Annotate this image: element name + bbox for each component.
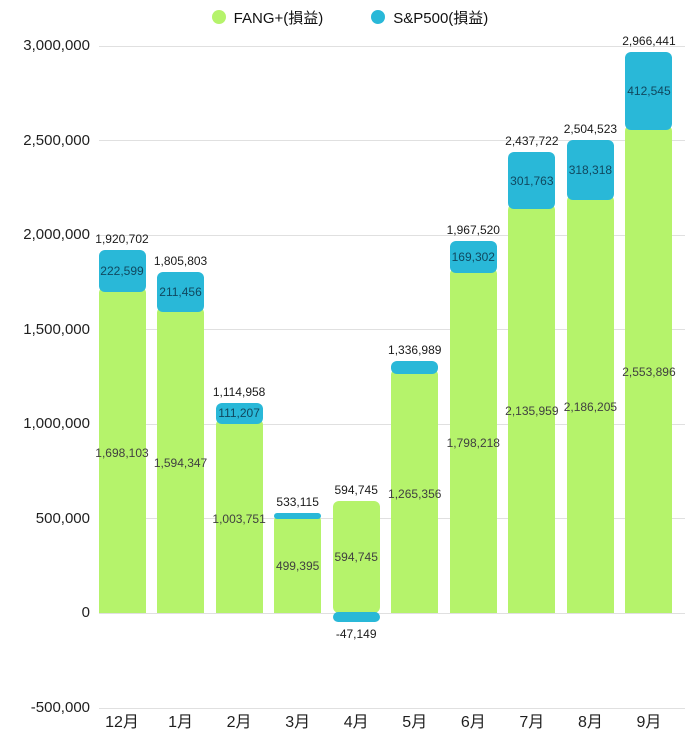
bar-9-sp500-segment: [625, 52, 673, 131]
bar-2-fang-segment: [215, 418, 263, 614]
bar-1-fang-segment: [157, 306, 205, 614]
gridline-2,000,000: [99, 234, 685, 236]
y-axis-tick-label: 1,500,000: [23, 320, 90, 338]
bar-0-total-label: 1,920,702: [95, 232, 149, 247]
bar-8-sp500-value-label: 318,318: [568, 162, 613, 177]
x-axis-label-7: 7月: [519, 714, 545, 731]
bar-3-fang-segment: [274, 514, 322, 614]
sp500-legend-dot-icon: [371, 10, 386, 24]
bar-4-fang-value-label: 594,745: [334, 550, 378, 565]
chart-legend: FANG+(損益) S&P500(損益): [0, 4, 700, 30]
y-axis-tick-label: 0: [81, 604, 90, 622]
bar-0-fang-value-label: 1,698,103: [95, 445, 149, 460]
bar-5-sp500-segment: [391, 360, 439, 375]
y-axis-tick-label: -500,000: [30, 699, 90, 716]
bar-1-sp500-value-label: 211,456: [159, 284, 202, 299]
bar-1-sp500-segment: [157, 271, 205, 312]
bar-0-sp500-segment: [98, 250, 146, 293]
legend-item-sp500[interactable]: S&P500(損益): [371, 7, 488, 28]
bar-9-fang-value-label: 2,553,896: [622, 364, 676, 379]
bar-8-fang-value-label: 2,186,205: [563, 399, 618, 414]
x-axis-label-0: 12月: [105, 714, 139, 731]
bar-3-total-label: 533,115: [276, 494, 319, 509]
bar-7-fang-segment: [508, 204, 556, 614]
y-axis-tick-label: 2,000,000: [23, 226, 90, 244]
bar-5-total-label: 1,336,989: [388, 342, 442, 357]
x-axis-label-5: 5月: [402, 714, 428, 731]
bar-7-sp500-segment: [508, 152, 556, 210]
bar-3-fang-value-label: 499,395: [275, 559, 320, 574]
bar-9-sp500-value-label: 412,545: [627, 84, 671, 99]
bar-3-sp500-segment: [274, 512, 322, 519]
bar-6-fang-value-label: 1,798,218: [446, 436, 500, 451]
bar-2-total-label: 1,114,958: [212, 384, 266, 399]
x-axis-label-3: 3月: [285, 714, 311, 731]
y-axis-tick-label: 500,000: [35, 509, 90, 527]
bar-6-fang-segment: [449, 268, 497, 614]
gridline-2,500,000: [99, 140, 685, 142]
y-axis-tick-label: 1,000,000: [23, 415, 90, 433]
x-axis-label-9: 9月: [636, 714, 662, 731]
bar-5-fang-value-label: 1,265,356: [388, 486, 442, 501]
bar-4-total-label: 594,745: [334, 482, 378, 497]
bar-6-sp500-segment: [449, 241, 497, 274]
gridline-3,000,000: [99, 45, 685, 47]
legend-item-label: FANG+(損益): [233, 9, 324, 27]
gridline-1,500,000: [99, 329, 685, 331]
bar-8-total-label: 2,504,523: [563, 121, 618, 136]
bar-2-sp500-segment: [215, 402, 263, 424]
bar-7-total-label: 2,437,722: [505, 134, 559, 149]
x-axis-label-6: 6月: [460, 714, 486, 731]
x-axis-label-4: 4月: [343, 714, 369, 731]
gridline--500,000: [99, 707, 685, 709]
x-axis-label-8: 8月: [577, 714, 603, 731]
bar-8-sp500-segment: [566, 139, 614, 200]
bar-8-fang-segment: [566, 194, 614, 614]
y-axis-tick-label: 3,000,000: [23, 37, 90, 54]
y-axis-tick-label: 2,500,000: [23, 131, 90, 149]
bar-4-fang-segment: [332, 500, 380, 614]
bar-0-fang-segment: [98, 287, 146, 614]
bar-6-sp500-value-label: 169,302: [451, 250, 495, 265]
bar-1-total-label: 1,805,803: [153, 253, 208, 268]
gridline-0: [99, 612, 685, 614]
bar-0-sp500-value-label: 222,599: [100, 264, 144, 279]
bar-7-fang-value-label: 2,135,959: [505, 404, 559, 419]
bar-2-fang-value-label: 1,003,751: [212, 511, 266, 526]
bar-9-fang-segment: [625, 125, 673, 614]
bar-4-sp500-value-label: -47,149: [335, 627, 377, 642]
legend-item-label: S&P500(損益): [393, 9, 489, 27]
x-axis-label-2: 2月: [226, 714, 252, 731]
bar-2-sp500-value-label: 111,207: [218, 406, 260, 421]
legend-item-fang[interactable]: FANG+(損益): [211, 7, 324, 28]
bar-6-total-label: 1,967,520: [446, 223, 500, 238]
bar-1-fang-value-label: 1,594,347: [153, 455, 208, 470]
x-axis-label-1: 1月: [168, 714, 193, 731]
bar-5-fang-segment: [391, 369, 439, 614]
bar-9-total-label: 2,966,441: [622, 34, 676, 49]
bar-4-sp500-segment: [332, 612, 380, 623]
bar-7-sp500-value-label: 301,763: [510, 173, 554, 188]
fang-legend-dot-icon: [211, 10, 226, 24]
